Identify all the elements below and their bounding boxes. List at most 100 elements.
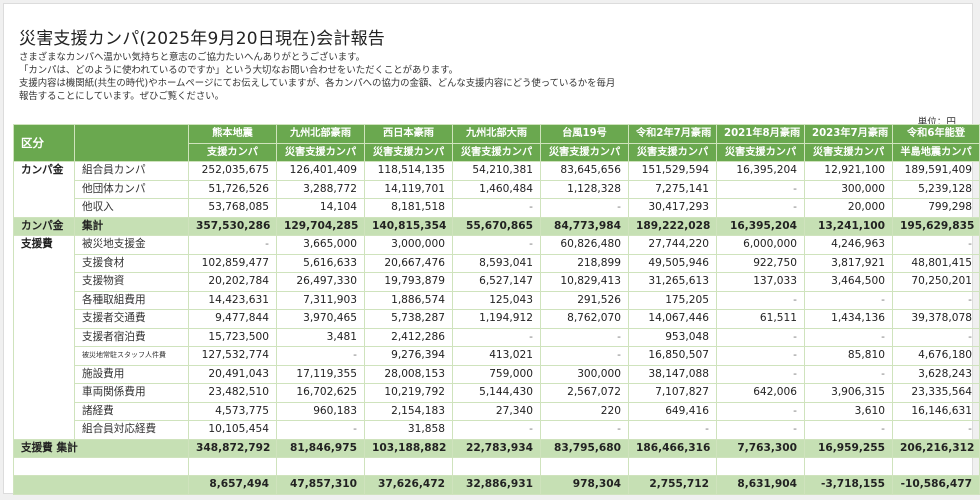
- value-cell: -: [452, 420, 541, 440]
- value-cell: 16,959,255: [804, 438, 893, 458]
- row-label: 他収入: [74, 198, 189, 218]
- intro-text: さまざまなカンパへ温かい気持ちと意志のご協力たいへんありがとうございます。 「カ…: [19, 51, 959, 103]
- table-row: 支援費 被災地支援金 -3,665,000 3,000,000-60,826,480 2…: [13, 235, 980, 440]
- value-cell: -: [892, 420, 980, 440]
- value-cell: 953,048: [628, 327, 717, 347]
- value-cell: 38,147,088: [628, 364, 717, 384]
- header-col-4-line2: 災害支援カンパ: [452, 142, 541, 162]
- expense-total-row: 支援費 集計 348,872,792 81,846,975 103,188,882 22…: [13, 438, 980, 458]
- row-label: 支援物資: [74, 272, 189, 292]
- value-cell: 16,702,625: [276, 383, 365, 403]
- value-cell: -: [716, 420, 805, 440]
- value-cell: 759,000: [452, 364, 541, 384]
- total-label: カンパ金: [13, 216, 75, 236]
- value-cell: 642,006: [716, 383, 805, 403]
- value-cell: 252,035,675: [188, 161, 277, 181]
- value-cell: -10,586,477: [892, 475, 980, 495]
- row-label: 各種取組費用: [74, 290, 189, 310]
- value-cell: 7,763,300: [716, 438, 805, 458]
- value-cell: 189,591,409: [892, 161, 980, 181]
- value-cell: 48,801,415: [892, 253, 980, 273]
- table-row: 他団体カンパ 51,726,526 3,288,772 14,119,701 1,460…: [14, 179, 980, 199]
- row-label: 諸経費: [74, 401, 189, 421]
- intro-line: 「カンパは、どのように使われているのですか」という大切なお問い合わせをいただくこ…: [19, 65, 458, 76]
- value-cell: -: [804, 290, 893, 310]
- value-cell: 4,246,963: [804, 235, 893, 255]
- value-cell: 3,906,315: [804, 383, 893, 403]
- value-cell: 3,464,500: [804, 272, 893, 292]
- header-col-9-line2: 半島地震カンパ: [892, 142, 980, 162]
- table-row: 支援物資 20,202,784 26,497,330 19,793,879 6,527,…: [14, 272, 980, 292]
- value-cell: -: [804, 364, 893, 384]
- header-col-3-line1: 西日本豪雨: [364, 124, 453, 144]
- header-col-8-line1: 2023年7月豪雨: [804, 124, 893, 144]
- value-cell: 8,593,041: [452, 253, 541, 273]
- value-cell: 13,241,100: [804, 216, 893, 236]
- value-cell: 348,872,792: [188, 438, 277, 458]
- value-cell: 175,205: [628, 290, 717, 310]
- value-cell: 28,008,153: [364, 364, 453, 384]
- value-cell: 14,119,701: [364, 179, 453, 199]
- value-cell: 14,104: [276, 198, 365, 218]
- value-cell: 8,762,070: [540, 309, 629, 329]
- table-row: 他収入 53,768,085 14,104 8,181,518- -30,417,293…: [14, 198, 980, 218]
- value-cell: 922,750: [716, 253, 805, 273]
- table-row: 諸経費 4,573,775 960,183 2,154,183 27,340 220 649…: [14, 401, 980, 421]
- value-cell: 5,738,287: [364, 309, 453, 329]
- value-cell: 55,670,865: [452, 216, 541, 236]
- value-cell: -: [716, 364, 805, 384]
- value-cell: 31,265,613: [628, 272, 717, 292]
- value-cell: 10,829,413: [540, 272, 629, 292]
- value-cell: 151,529,594: [628, 161, 717, 181]
- value-cell: 189,222,028: [628, 216, 717, 236]
- value-cell: 20,202,784: [188, 272, 277, 292]
- value-cell: 23,482,510: [188, 383, 277, 403]
- value-cell: 649,416: [628, 401, 717, 421]
- intro-line: さまざまなカンパへ温かい気持ちと意志のご協力たいへんありがとうございます。: [19, 52, 365, 63]
- value-cell: 6,000,000: [716, 235, 805, 255]
- table-row: 各種取組費用 14,423,631 7,311,903 1,886,574 125,04…: [14, 290, 980, 310]
- value-cell: -: [452, 327, 541, 347]
- value-cell: 49,505,946: [628, 253, 717, 273]
- value-cell: 3,288,772: [276, 179, 365, 199]
- value-cell: 37,626,472: [364, 475, 453, 495]
- value-cell: -: [804, 327, 893, 347]
- value-cell: 2,154,183: [364, 401, 453, 421]
- value-cell: -: [892, 327, 980, 347]
- category-income: カンパ金: [13, 161, 75, 218]
- header-col-6-line2: 災害支援カンパ: [628, 142, 717, 162]
- value-cell: 978,304: [540, 475, 629, 495]
- table-row: 被災地常駐スタッフ人件費 127,532,774-9,276,394 413,021…: [14, 346, 980, 366]
- value-cell: 19,793,879: [364, 272, 453, 292]
- value-cell: 118,514,135: [364, 161, 453, 181]
- value-cell: 6,527,147: [452, 272, 541, 292]
- table-row: 支援者交通費 9,477,844 3,970,465 5,738,287 1,194,9…: [14, 309, 980, 329]
- header-col-3-line2: 災害支援カンパ: [364, 142, 453, 162]
- table-row: 支援食材 102,859,477 5,616,633 20,667,476 8,593,…: [14, 253, 980, 273]
- table-header: 区分 熊本地震 九州北部豪雨 西日本豪雨 九州北部大雨 台風19号 令和2年7月…: [13, 124, 980, 162]
- value-cell: 26,497,330: [276, 272, 365, 292]
- value-cell: 2,412,286: [364, 327, 453, 347]
- value-cell: 960,183: [276, 401, 365, 421]
- value-cell: 799,298: [892, 198, 980, 218]
- spacer-row: [13, 457, 980, 476]
- table-row: 支援者宿泊費 15,723,500 3,481 2,412,286- -953,048-…: [14, 327, 980, 347]
- value-cell: 39,378,078: [892, 309, 980, 329]
- value-cell: 7,107,827: [628, 383, 717, 403]
- value-cell: 195,629,835: [892, 216, 980, 236]
- balance-label: [13, 475, 189, 495]
- value-cell: 16,395,204: [716, 216, 805, 236]
- value-cell: 3,970,465: [276, 309, 365, 329]
- table-row: カンパ金 組合員カンパ 252,035,675 126,401,409 118,514,…: [13, 161, 980, 218]
- header-col-8-line2: 災害支援カンパ: [804, 142, 893, 162]
- value-cell: 53,768,085: [188, 198, 277, 218]
- value-cell: 32,886,931: [452, 475, 541, 495]
- value-cell: 15,723,500: [188, 327, 277, 347]
- value-cell: 1,886,574: [364, 290, 453, 310]
- value-cell: 220: [540, 401, 629, 421]
- value-cell: 51,726,526: [188, 179, 277, 199]
- header-col-6-line1: 令和2年7月豪雨: [628, 124, 717, 144]
- value-cell: 2,755,712: [628, 475, 717, 495]
- value-cell: 413,021: [452, 346, 541, 366]
- value-cell: -: [716, 346, 805, 366]
